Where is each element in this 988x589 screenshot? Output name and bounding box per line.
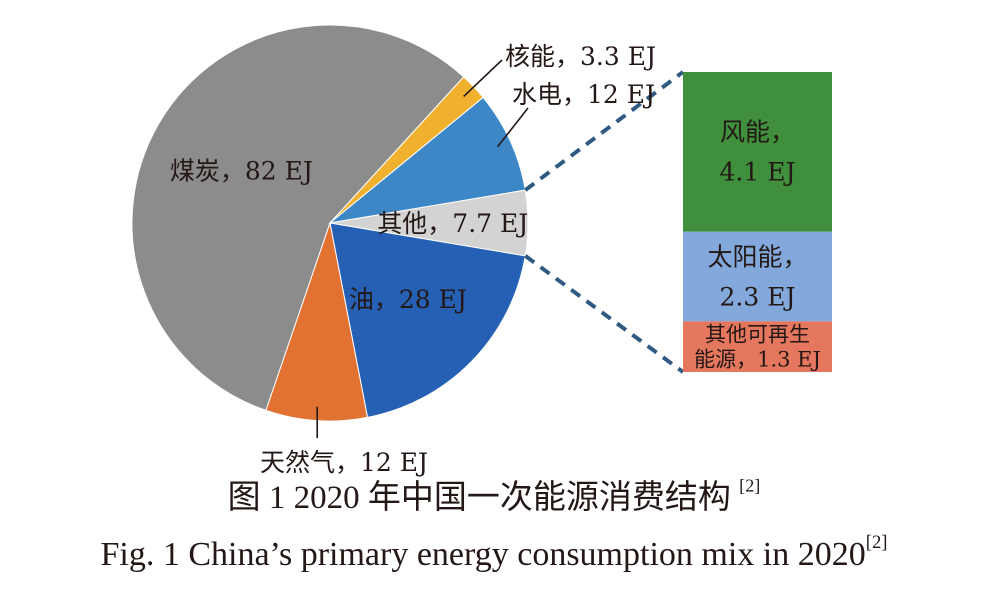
pie-label-其他: 其他，7.7 EJ [377,209,528,238]
caption-chinese-text: 图 1 2020 年中国一次能源消费结构 [227,480,740,516]
pie-slice-天然气 [265,221,369,422]
caption-english-reference: [2] [865,532,888,553]
bar-label-其他可再生能源-line1: 其他可再生 [705,323,810,347]
bar-segment-其他可再生能源 [683,321,832,372]
leader-line-水电 [496,107,529,148]
leader-line-核能 [463,59,503,97]
bar-label-太阳能-line1: 太阳能， [707,242,807,271]
bar-label-风能-line2: 4.1 EJ [720,158,796,187]
caption-chinese-reference: [2] [739,475,761,496]
figure-caption-chinese: 图 1 2020 年中国一次能源消费结构 [2] [0,470,988,518]
connector-line-bottom [524,254,685,374]
pie-chart [131,24,529,422]
pie-label-油: 油，28 EJ [349,285,467,314]
bar-label-太阳能-line2: 2.3 EJ [720,282,796,311]
bar-label-其他可再生能源-line2: 能源，1.3 EJ [694,348,821,372]
connector-line-top [524,70,685,192]
bar-segment-太阳能 [683,231,832,322]
pie-label-天然气: 天然气，12 EJ [260,448,428,477]
pie-label-核能: 核能，3.3 EJ [505,42,656,71]
pie-label-水电: 水电，12 EJ [512,80,655,109]
caption-english-text: Fig. 1 China’s primary energy consumptio… [100,535,866,573]
bar-segment-风能 [683,72,832,232]
pie-slice-油 [329,222,526,418]
figure-caption-english: Fig. 1 China’s primary energy consumptio… [0,532,988,574]
breakdown-connector [524,70,685,374]
bar-label-风能-line1: 风能， [720,118,795,147]
pie-slice-煤炭 [131,24,465,411]
breakdown-bar [683,72,832,372]
pie-label-煤炭: 煤炭，82 EJ [170,157,313,186]
